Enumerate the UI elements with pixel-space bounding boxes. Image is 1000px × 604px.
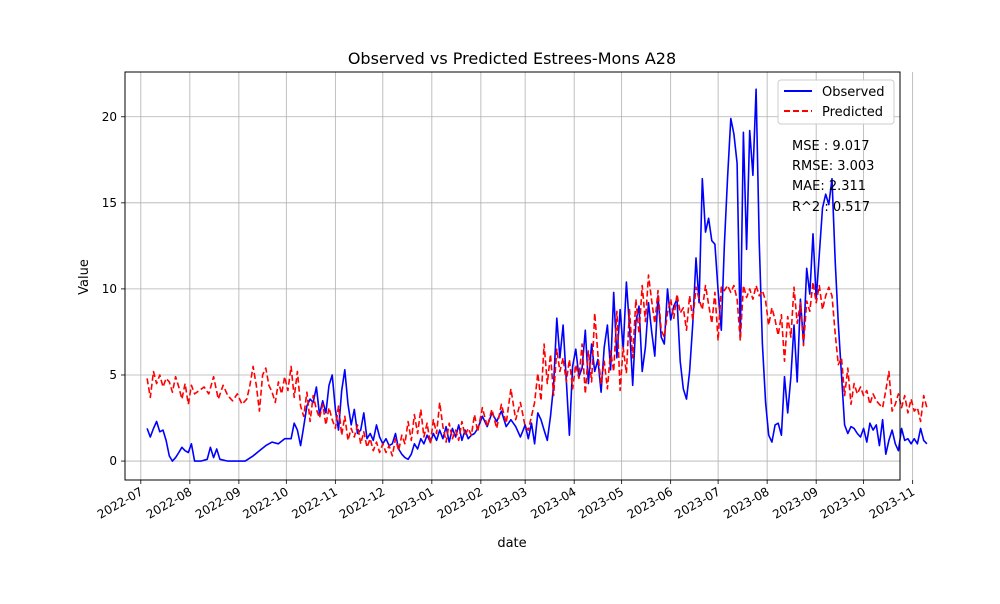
metric-mae: MAE: 2.311 <box>792 179 866 194</box>
series-layer <box>146 88 928 462</box>
y-tick-label: 0 <box>109 454 117 468</box>
y-axis-label: Value <box>77 259 92 295</box>
y-tick-label: 5 <box>109 368 117 382</box>
plot-frame <box>124 71 901 481</box>
grid-layer <box>125 72 914 480</box>
legend: Observed Predicted <box>777 79 895 125</box>
y-tick-label: 10 <box>102 282 117 296</box>
legend-predicted-label: Predicted <box>822 105 883 120</box>
series-line-predicted <box>146 274 928 457</box>
metric-r2: R^2 : 0.517 <box>792 200 870 215</box>
metric-mse: MSE : 9.017 <box>792 139 870 154</box>
chart-title: Observed vs Predicted Estrees-Mons A28 <box>348 49 676 68</box>
series-line-observed <box>146 88 928 462</box>
y-tick-label: 20 <box>102 110 117 124</box>
metrics-annotation: MSE : 9.017 RMSE: 3.003 MAE: 2.311 R^2 :… <box>792 139 874 215</box>
y-tick-label: 15 <box>102 196 117 210</box>
x-axis-label: date <box>497 536 526 551</box>
legend-observed-label: Observed <box>822 85 885 100</box>
metric-rmse: RMSE: 3.003 <box>792 159 874 174</box>
